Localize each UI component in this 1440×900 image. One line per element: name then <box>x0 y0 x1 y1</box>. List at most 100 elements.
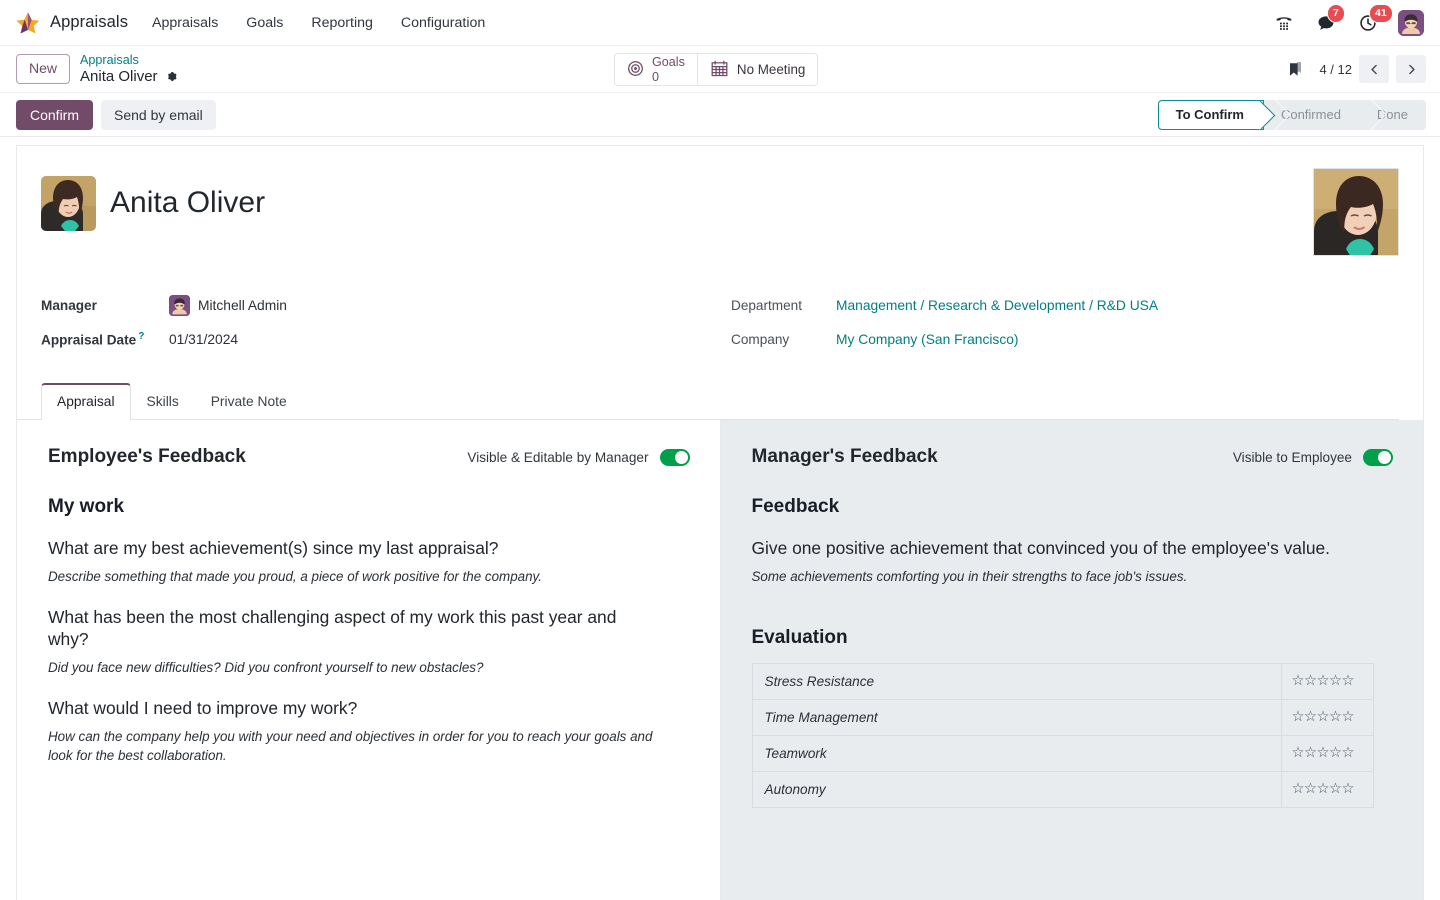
employee-question-2: What has been the most challenging aspec… <box>48 606 617 649</box>
evaluation-rating-teamwork[interactable]: ☆☆☆☆☆ <box>1280 734 1374 772</box>
gear-icon[interactable] <box>165 70 178 83</box>
systray: 7 41 <box>1272 3 1426 36</box>
phone-dialpad-icon[interactable] <box>1272 11 1296 35</box>
brand-name: Appraisals <box>50 13 129 31</box>
menu-appraisals[interactable]: Appraisals <box>152 14 219 31</box>
star-icon[interactable]: ☆ <box>1304 745 1317 762</box>
field-manager-label: Manager <box>41 297 97 313</box>
send-by-email-button[interactable]: Send by email <box>101 99 216 130</box>
breadcrumb-parent[interactable]: Appraisals <box>80 52 139 67</box>
employee-question-2-hint: Did you face new difficulties? Did you c… <box>48 660 484 676</box>
evaluation-rating-autonomy[interactable]: ☆☆☆☆☆ <box>1280 770 1374 808</box>
employee-feedback-pane: Employee's Feedback Visible & Editable b… <box>17 420 721 900</box>
star-icon[interactable]: ☆ <box>1316 673 1330 690</box>
stage-to-confirm[interactable]: To Confirm <box>1157 99 1264 130</box>
clock-icon[interactable]: 41 <box>1356 3 1393 35</box>
confirm-button[interactable]: Confirm <box>16 99 94 130</box>
notebook-tabs: Appraisal Skills Private Note <box>17 382 1399 420</box>
status-bar: To Confirm Confirmed Done <box>1157 99 1426 130</box>
top-navbar: Appraisals Appraisals Goals Reporting Co… <box>0 0 1440 46</box>
pager-previous-button[interactable] <box>1359 55 1389 83</box>
table-row: Stress Resistance ☆☆☆☆☆ <box>751 662 1374 700</box>
manager-question: Give one positive achievement that convi… <box>751 538 1331 558</box>
app-brand[interactable]: Appraisals <box>16 11 128 35</box>
control-panel: New Appraisals Anita Oliver <box>0 46 1440 93</box>
star-icon[interactable]: ☆ <box>1291 673 1305 690</box>
chat-bubble-icon[interactable]: 7 <box>1314 3 1345 35</box>
field-appraisal-date-label-text: Appraisal Date <box>41 332 137 348</box>
star-icon[interactable]: ☆ <box>1329 745 1342 762</box>
help-tooltip-icon[interactable]: ? <box>138 330 145 342</box>
menu-configuration[interactable]: Configuration <box>400 14 486 31</box>
menu-reporting[interactable]: Reporting <box>311 14 373 31</box>
field-department: Department Management / Research & Devel… <box>731 288 1399 322</box>
smart-button-goals-value: 0 <box>652 69 660 84</box>
employee-question-1: What are my best achievement(s) since my… <box>48 538 499 558</box>
employee-feedback-title: Employee's Feedback <box>48 446 246 467</box>
star-icon[interactable]: ☆ <box>1341 673 1355 690</box>
manager-avatar <box>169 294 190 316</box>
employee-portrait[interactable] <box>1313 168 1399 256</box>
smart-button-goals[interactable]: Goals 0 <box>615 54 697 85</box>
pager-next-button[interactable] <box>1396 55 1426 83</box>
menu-goals[interactable]: Goals <box>246 14 284 31</box>
star-icon[interactable]: ☆ <box>1329 781 1342 798</box>
field-appraisal-date-value[interactable]: 01/31/2024 <box>169 331 239 347</box>
star-icon[interactable]: ☆ <box>1291 745 1305 762</box>
manager-visibility-toggle-group: Visible to Employee <box>1232 448 1393 466</box>
star-icon[interactable]: ☆ <box>1341 781 1355 798</box>
evaluation-rating-stress-resistance[interactable]: ☆☆☆☆☆ <box>1280 662 1374 700</box>
employee-visibility-toggle[interactable] <box>659 448 690 466</box>
field-company-label: Company <box>731 331 790 347</box>
manager-visibility-toggle[interactable] <box>1363 448 1393 466</box>
activities-badge: 41 <box>1369 3 1393 23</box>
field-manager: Manager <box>41 288 720 322</box>
smart-button-meeting[interactable]: No Meeting <box>696 54 817 85</box>
employee-feedback-header: Employee's Feedback Visible & Editable b… <box>48 446 690 468</box>
tab-skills[interactable]: Skills <box>146 394 179 409</box>
smart-buttons: Goals 0 No Meeting <box>614 53 819 86</box>
breadcrumb-current-label: Anita Oliver <box>80 67 158 85</box>
toggle-knob <box>1378 450 1391 464</box>
field-company: Company My Company (San Francisco) <box>731 322 1399 356</box>
employee-photo-thumb[interactable] <box>41 175 96 231</box>
star-icon[interactable]: ☆ <box>1291 781 1305 798</box>
star-icon[interactable]: ☆ <box>1316 709 1330 726</box>
star-icon[interactable]: ☆ <box>1316 781 1330 798</box>
field-column-left: Manager <box>41 288 720 356</box>
field-grid: Manager <box>41 288 1399 356</box>
avatar[interactable] <box>1398 9 1424 36</box>
star-icon[interactable]: ☆ <box>1304 709 1317 726</box>
breadcrumb-current: Anita Oliver <box>80 68 178 86</box>
star-icon[interactable]: ☆ <box>1291 709 1305 726</box>
field-company-value[interactable]: My Company (San Francisco) <box>836 331 1019 347</box>
star-icon[interactable]: ☆ <box>1304 781 1317 798</box>
stage-confirmed[interactable]: Confirmed <box>1263 99 1360 130</box>
sheet-wrapper: Anita Oliver <box>0 137 1440 900</box>
manager-feedback-pane: Manager's Feedback Visible to Employee F… <box>720 420 1423 900</box>
manager-visibility-toggle-label: Visible to Employee <box>1232 449 1352 465</box>
toggle-knob <box>674 450 688 464</box>
pager: 4 / 12 <box>1319 55 1426 83</box>
tab-private-note[interactable]: Private Note <box>210 394 287 409</box>
status-row: Confirm Send by email To Confirm Confirm… <box>0 93 1440 137</box>
star-icon[interactable]: ☆ <box>1341 745 1355 762</box>
sheet-header-area: Anita Oliver <box>17 146 1423 420</box>
evaluation-criterion: Time Management <box>751 698 1282 736</box>
evaluation-rating-time-management[interactable]: ☆☆☆☆☆ <box>1280 698 1374 736</box>
star-icon[interactable]: ☆ <box>1341 709 1355 726</box>
tab-appraisal[interactable]: Appraisal <box>41 383 131 420</box>
field-department-value[interactable]: Management / Research & Development / R&… <box>836 297 1159 313</box>
manager-feedback-title: Manager's Feedback <box>751 446 938 467</box>
table-row: Teamwork ☆☆☆☆☆ <box>751 734 1374 772</box>
star-icon[interactable]: ☆ <box>1329 673 1342 690</box>
stage-done[interactable]: Done <box>1359 99 1426 130</box>
new-button[interactable]: New <box>16 54 71 84</box>
star-icon[interactable]: ☆ <box>1304 673 1317 690</box>
star-icon[interactable]: ☆ <box>1329 709 1342 726</box>
pager-count[interactable]: 4 / 12 <box>1319 61 1352 77</box>
field-column-right: Department Management / Research & Devel… <box>720 288 1399 356</box>
field-manager-value[interactable]: Mitchell Admin <box>169 294 287 316</box>
star-icon[interactable]: ☆ <box>1316 745 1330 762</box>
bookmark-icon[interactable] <box>1286 60 1305 79</box>
